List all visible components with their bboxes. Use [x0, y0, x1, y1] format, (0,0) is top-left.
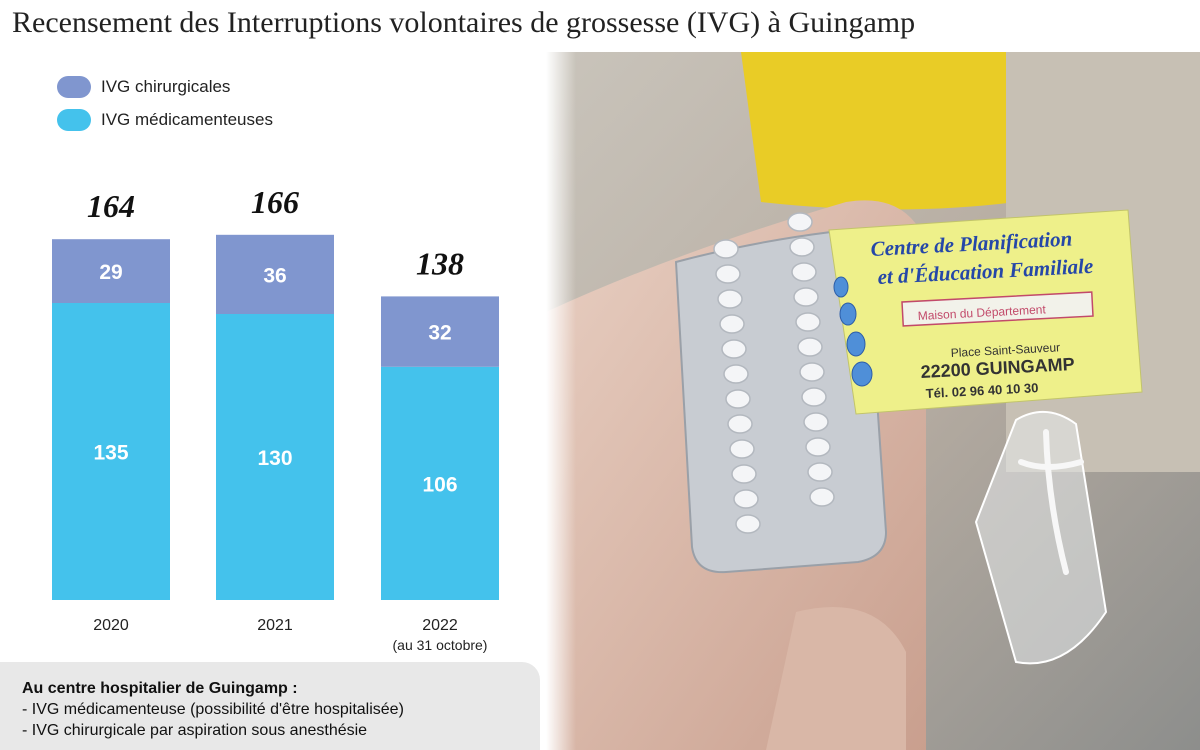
card-address: Place Saint-Sauveur — [950, 340, 1060, 360]
legend-label-chirurgicales: IVG chirurgicales — [101, 77, 231, 96]
yellow-container-shape — [741, 52, 1026, 210]
total-label-2021: 166 — [251, 184, 299, 220]
x-tick-2021: 2021 — [257, 617, 293, 634]
iud-device — [1018, 429, 1084, 575]
value-label-chirurgicales-2021: 36 — [263, 264, 286, 287]
bar-medicamenteuses-2022 — [381, 366, 499, 600]
legend: IVG chirurgicales IVG médicamenteuses — [57, 75, 273, 141]
x-tick-2020: 2020 — [93, 617, 129, 634]
total-label-2022: 138 — [416, 245, 464, 281]
bar-chirurgicales-2021 — [216, 234, 334, 314]
bar-chirurgicales-2020 — [52, 239, 170, 303]
legend-swatch-medicamenteuses — [57, 109, 91, 131]
bar-medicamenteuses-2020 — [52, 303, 170, 600]
photo-contraceptive-pills: Centre de Planification et d'Éducation F… — [546, 52, 1200, 750]
card-stamp: Maison du Département — [917, 302, 1046, 323]
value-label-chirurgicales-2022: 32 — [428, 322, 451, 345]
value-label-medicamenteuses-2020: 135 — [93, 442, 128, 465]
legend-swatch-chirurgicales — [57, 76, 91, 98]
info-box-line-1: - IVG médicamenteuse (possibilité d'être… — [22, 701, 404, 718]
pill-rows — [713, 212, 835, 534]
info-box-line-2: - IVG chirurgicale par aspiration sous a… — [22, 722, 368, 739]
legend-label-medicamenteuses: IVG médicamenteuses — [101, 110, 273, 129]
legend-item-medicamenteuses: IVG médicamenteuses — [57, 108, 273, 132]
total-label-2020: 164 — [87, 188, 135, 224]
x-tick-note-2022: (au 31 octobre) — [393, 637, 488, 653]
bar-medicamenteuses-2021 — [216, 314, 334, 600]
value-label-chirurgicales-2020: 29 — [99, 261, 122, 284]
chart-title: Recensement des Interruptions volontaire… — [12, 6, 916, 39]
card-phone: Tél. 02 96 40 10 30 — [925, 380, 1038, 401]
value-label-medicamenteuses-2022: 106 — [422, 473, 457, 496]
info-box-title: Au centre hospitalier de Guingamp : — [22, 680, 298, 697]
info-box: Au centre hospitalier de Guingamp : - IV… — [0, 662, 540, 750]
value-label-medicamenteuses-2021: 130 — [257, 447, 292, 470]
x-tick-2022: 2022 — [422, 617, 458, 634]
bar-chirurgicales-2022 — [381, 296, 499, 367]
legend-item-chirurgicales: IVG chirurgicales — [57, 75, 273, 99]
stacked-bar-chart: 135 29 164 2020 130 36 166 2021 106 32 138 2022 (au … — [52, 184, 499, 653]
